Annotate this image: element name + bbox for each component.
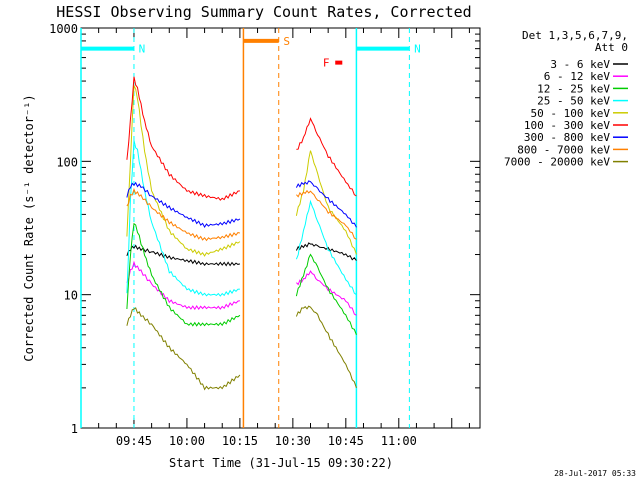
x-tick-label: 10:15 xyxy=(222,434,258,448)
chart-title: HESSI Observing Summary Count Rates, Cor… xyxy=(56,3,471,21)
series-line xyxy=(126,140,240,297)
legend-label: 6 - 12 keV xyxy=(544,70,611,83)
series-line xyxy=(296,270,357,316)
x-tick-labels: 09:45 10:00 10:15 10:30 10:45 11:00 xyxy=(116,434,417,448)
x-tick-label: 09:45 xyxy=(116,434,152,448)
series-line xyxy=(295,305,357,389)
series-line xyxy=(295,242,357,261)
y-tick-labels: 1 10 100 1000 xyxy=(49,22,78,436)
series-line xyxy=(126,76,240,201)
flag-markers: N S N F xyxy=(80,28,421,428)
series-line xyxy=(126,307,241,391)
series-line xyxy=(126,187,240,242)
legend-label: 800 - 7000 keV xyxy=(517,143,610,156)
y-axis-label: Corrected Count Rate (s⁻¹ detector⁻¹) xyxy=(22,94,36,361)
plot-border xyxy=(80,27,481,429)
legend-label: 25 - 50 keV xyxy=(537,95,610,108)
series-line xyxy=(296,117,357,197)
series-line xyxy=(126,260,240,311)
flag-label: F xyxy=(323,57,330,70)
legend-label: 3 - 6 keV xyxy=(550,58,610,71)
series-line xyxy=(295,253,357,335)
legend-label: 7000 - 20000 keV xyxy=(504,156,610,169)
y-tick-label: 1000 xyxy=(49,22,78,36)
y-tick-label: 100 xyxy=(56,155,78,169)
series-line xyxy=(126,222,241,327)
axis-ticks xyxy=(80,28,480,429)
series-line xyxy=(295,180,357,228)
flag-label: N xyxy=(139,43,146,56)
x-tick-label: 11:00 xyxy=(381,434,417,448)
x-tick-label: 10:30 xyxy=(275,434,311,448)
legend-label: 12 - 25 keV xyxy=(537,82,610,95)
series-line xyxy=(295,199,357,296)
x-tick-label: 10:00 xyxy=(169,434,205,448)
y-tick-label: 1 xyxy=(71,422,78,436)
y-tick-label: 10 xyxy=(64,289,78,303)
legend-label: 50 - 100 keV xyxy=(531,107,611,120)
legend-header-line2: Att 0 xyxy=(595,41,628,54)
series-line xyxy=(126,244,241,267)
series-line xyxy=(296,189,357,240)
series-lines xyxy=(126,76,357,391)
render-timestamp: 28-Jul-2017 05:33 xyxy=(554,469,636,478)
legend-header-line1: Det 1,3,5,6,7,9, xyxy=(522,29,628,42)
x-tick-label: 10:45 xyxy=(328,434,364,448)
x-axis-label: Start Time (31-Jul-15 09:30:22) xyxy=(169,456,393,470)
plot-frame xyxy=(80,27,481,429)
flag-label: N xyxy=(414,43,421,56)
flag-label: S xyxy=(283,35,290,48)
legend-label: 100 - 300 keV xyxy=(524,119,610,132)
legend-label: 300 - 800 keV xyxy=(524,131,610,144)
series-line xyxy=(295,150,357,255)
series-line xyxy=(126,85,241,257)
series-line xyxy=(126,181,241,228)
